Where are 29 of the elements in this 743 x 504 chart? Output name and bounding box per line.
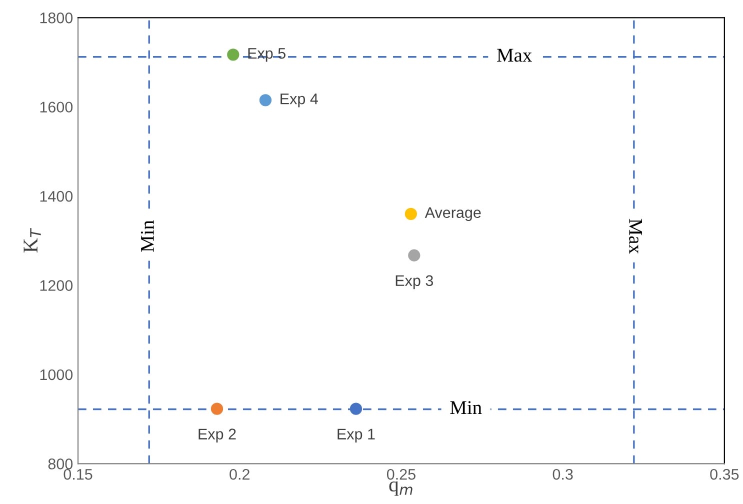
y-tick-label: 1200	[40, 280, 73, 291]
point	[227, 48, 240, 61]
series-label: Exp 3	[396, 275, 434, 290]
series-label: Exp 1	[338, 428, 375, 443]
point	[408, 249, 420, 262]
point	[259, 94, 272, 106]
y-tick-label: 1400	[40, 190, 73, 202]
series-label: Exp 4	[280, 94, 318, 108]
ref-line-label: Min	[140, 220, 154, 252]
ref-line-label: Max	[497, 48, 532, 62]
y-tick-label: 800	[48, 458, 73, 470]
x-tick-label: 0.2	[230, 468, 250, 480]
point	[404, 208, 417, 220]
x-tick-label: 0.15	[64, 468, 92, 480]
x-tick-label: 0.3	[552, 468, 573, 480]
y-tick-label: 1800	[40, 12, 73, 24]
y-axis-title: K$_{T}$	[24, 228, 41, 252]
y-tick-label: 1000	[40, 369, 73, 380]
point	[350, 402, 362, 415]
ref-line-label: Min	[450, 401, 482, 414]
x-axis-title: q$_{m}$	[389, 481, 412, 496]
series-label: Exp 5	[248, 48, 286, 62]
x-tick-label: 0.25	[386, 468, 416, 480]
series-label: Average	[424, 207, 481, 222]
y-tick-label: 1600	[40, 102, 73, 113]
x-tick-label: 0.35	[710, 468, 739, 480]
ref-line-label: Max	[629, 218, 642, 254]
series-label: Exp 2	[198, 428, 236, 443]
point	[210, 402, 224, 415]
